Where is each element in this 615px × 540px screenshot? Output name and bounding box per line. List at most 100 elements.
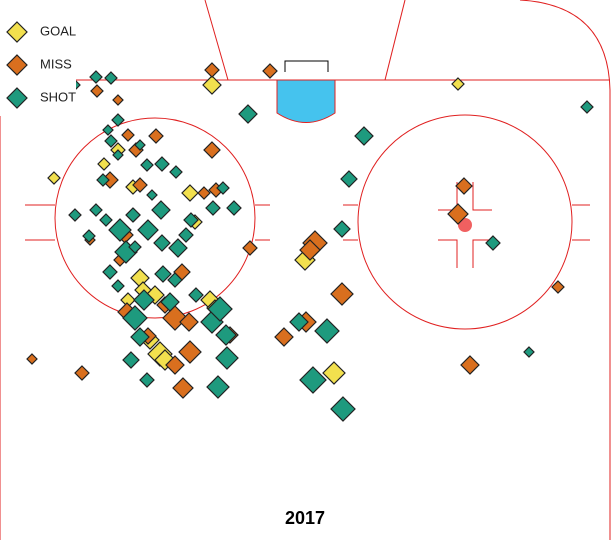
legend: GOAL MISS SHOT: [6, 21, 76, 109]
shot-marker: [289, 312, 309, 332]
shot-marker: [89, 70, 103, 84]
shot-marker: [74, 365, 90, 381]
shot-marker: [207, 296, 233, 322]
shot-marker: [299, 366, 327, 394]
shot-marker: [112, 149, 124, 161]
shot-marker: [111, 113, 125, 127]
shot-marker: [153, 234, 171, 252]
shot-marker: [168, 238, 188, 258]
shot-marker: [121, 128, 135, 142]
shot-marker: [242, 240, 258, 256]
shot-marker: [178, 227, 194, 243]
shot-marker: [162, 305, 188, 331]
shot-marker: [178, 340, 202, 364]
shot-marker: [181, 184, 199, 202]
shot-marker: [96, 173, 110, 187]
trapezoid: [384, 0, 406, 81]
shot-marker: [172, 377, 194, 399]
shot-marker: [165, 355, 185, 375]
shot-marker: [104, 71, 118, 85]
legend-marker: [6, 87, 28, 109]
shot-marker: [523, 346, 535, 358]
shot-marker: [90, 84, 104, 98]
shot-marker: [179, 312, 199, 332]
shot-marker: [226, 200, 242, 216]
shot-marker: [148, 128, 164, 144]
shot-marker: [133, 289, 155, 311]
shot-marker: [299, 239, 321, 261]
shot-marker: [188, 287, 204, 303]
shot-marker: [460, 355, 480, 375]
shot-marker: [102, 124, 114, 136]
shot-marker: [104, 134, 118, 148]
shot-marker: [122, 305, 148, 331]
shot-marker: [215, 324, 237, 346]
shot-marker: [580, 100, 594, 114]
shot-marker: [455, 177, 473, 195]
legend-label: GOAL: [40, 23, 76, 38]
shot-marker: [130, 327, 150, 347]
shot-marker: [68, 208, 82, 222]
faceoff-circle: [54, 117, 256, 319]
shot-marker: [154, 265, 172, 283]
shot-marker: [132, 177, 148, 193]
shot-marker: [274, 327, 294, 347]
shot-marker: [108, 218, 132, 242]
chart-title: 2017: [285, 508, 325, 528]
shot-marker: [551, 280, 565, 294]
hash-marks: [343, 204, 590, 241]
crease: [276, 79, 336, 123]
shot-marker: [354, 126, 374, 146]
trapezoid: [204, 0, 229, 81]
shot-marker: [167, 272, 183, 288]
net: [284, 60, 329, 72]
shot-marker: [154, 156, 170, 172]
shot-marker: [26, 353, 38, 365]
shot-marker: [82, 229, 96, 243]
shot-marker: [183, 212, 199, 228]
shot-marker: [330, 282, 354, 306]
legend-label: SHOT: [40, 89, 76, 104]
shot-marker: [216, 181, 230, 195]
hash-marks: [25, 204, 270, 241]
shots: [26, 62, 594, 422]
shot-marker: [262, 63, 278, 79]
shot-marker: [203, 141, 221, 159]
legend-marker: [6, 21, 28, 43]
shot-marker: [125, 207, 141, 223]
legend-label: MISS: [40, 56, 72, 71]
shot-marker: [111, 279, 125, 293]
shot-marker: [140, 158, 154, 172]
shot-marker: [169, 165, 183, 179]
shot-marker: [206, 375, 230, 399]
shot-marker: [322, 361, 346, 385]
shot-marker: [333, 220, 351, 238]
shot-marker: [485, 235, 501, 251]
shot-marker: [151, 200, 171, 220]
shot-marker: [238, 104, 258, 124]
shot-marker: [197, 186, 211, 200]
shot-marker: [447, 203, 469, 225]
shot-marker: [160, 292, 180, 312]
shot-marker: [137, 219, 159, 241]
shot-marker: [102, 264, 118, 280]
shot-marker: [314, 318, 340, 344]
shot-marker: [202, 75, 222, 95]
shot-marker: [97, 157, 111, 171]
faceoff-circle: [357, 114, 573, 330]
shot-marker: [89, 203, 103, 217]
shot-marker: [139, 372, 155, 388]
shot-marker: [122, 351, 140, 369]
shot-marker: [204, 62, 220, 78]
shot-marker: [112, 94, 124, 106]
shot-marker: [128, 240, 142, 254]
shot-marker: [340, 170, 358, 188]
shot-marker: [205, 200, 221, 216]
shot-marker: [451, 77, 465, 91]
shot-marker: [99, 213, 113, 227]
faceoff-dot: [458, 218, 472, 232]
shot-marker: [215, 346, 239, 370]
legend-marker: [6, 54, 28, 76]
